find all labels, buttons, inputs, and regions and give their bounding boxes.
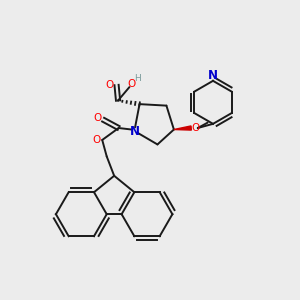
Text: O: O [192, 123, 200, 133]
Text: O: O [106, 80, 114, 90]
Text: O: O [128, 79, 136, 89]
Text: N: N [130, 124, 140, 137]
Polygon shape [174, 126, 191, 130]
Text: N: N [208, 69, 218, 82]
Text: O: O [93, 135, 101, 145]
Text: H: H [134, 74, 141, 83]
Text: O: O [94, 113, 102, 123]
